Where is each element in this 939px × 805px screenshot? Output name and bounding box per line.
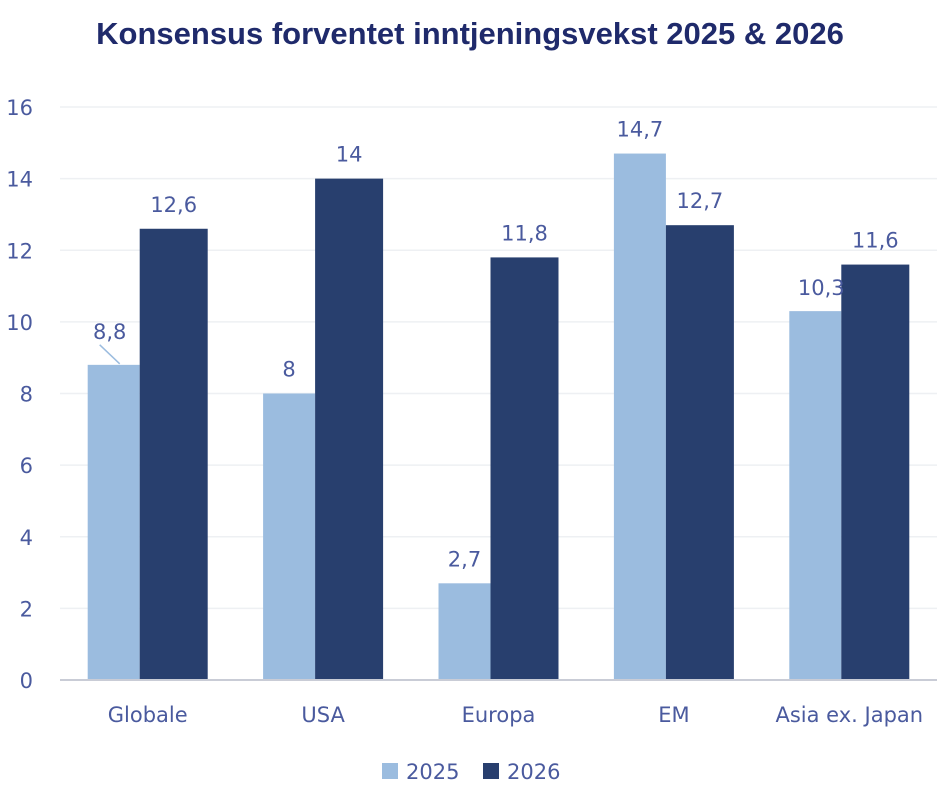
y-tick-label: 16 (6, 96, 33, 120)
bar-2026-asia-ex-japan (841, 264, 910, 680)
data-label-2026: 12,6 (150, 193, 197, 217)
y-tick-label: 2 (20, 597, 33, 621)
y-tick-label: 8 (20, 383, 33, 407)
bar-2025-globale (87, 364, 140, 680)
x-category-label: USA (301, 703, 345, 727)
y-tick-label: 12 (6, 239, 33, 263)
data-label-2026: 11,6 (852, 229, 899, 253)
y-tick-label: 4 (20, 526, 33, 550)
x-category-label: Asia ex. Japan (776, 703, 924, 727)
bar-2025-em (613, 153, 666, 680)
data-label-2026: 12,7 (677, 189, 724, 213)
bar-2026-usa (315, 178, 384, 680)
data-labels: 8,8 12,6 8 14 2,7 11,8 14,7 12,7 10,3 11,6 (93, 118, 899, 572)
y-tick-label: 14 (6, 168, 33, 192)
data-label-2025: 14,7 (617, 118, 664, 142)
x-axis-categories: Globale USA Europa EM Asia ex. Japan (108, 703, 923, 727)
data-label-2025: 8 (282, 358, 295, 382)
y-tick-label: 6 (20, 454, 33, 478)
bars (87, 153, 910, 680)
x-category-label: EM (658, 703, 689, 727)
legend-label-2025: 2025 (406, 760, 459, 784)
data-label-2026: 11,8 (501, 221, 548, 245)
bar-2026-globale (139, 228, 208, 680)
bar-2025-asia-ex-japan (789, 311, 842, 680)
chart-title: Konsensus forventet inntjeningsvekst 202… (96, 16, 844, 51)
x-category-label: Europa (462, 703, 536, 727)
y-tick-label: 10 (6, 311, 33, 335)
data-label-2025: 2,7 (448, 547, 481, 571)
data-label-2025: 8,8 (93, 320, 126, 344)
y-tick-label: 0 (20, 669, 33, 693)
bar-2026-em (665, 225, 734, 680)
bar-2025-europa (438, 583, 491, 680)
data-label-leader (99, 344, 121, 365)
legend: 2025 2026 (382, 760, 560, 784)
y-axis-ticks: 0 2 4 6 8 10 12 14 16 (6, 96, 33, 693)
x-category-label: Globale (108, 703, 188, 727)
legend-label-2026: 2026 (507, 760, 560, 784)
legend-swatch-2026 (483, 763, 499, 779)
bar-2026-europa (490, 257, 559, 680)
bar-2025-usa (263, 393, 316, 680)
data-label-2026: 14 (336, 143, 363, 167)
data-label-2025: 10,3 (798, 276, 845, 300)
legend-swatch-2025 (382, 763, 398, 779)
